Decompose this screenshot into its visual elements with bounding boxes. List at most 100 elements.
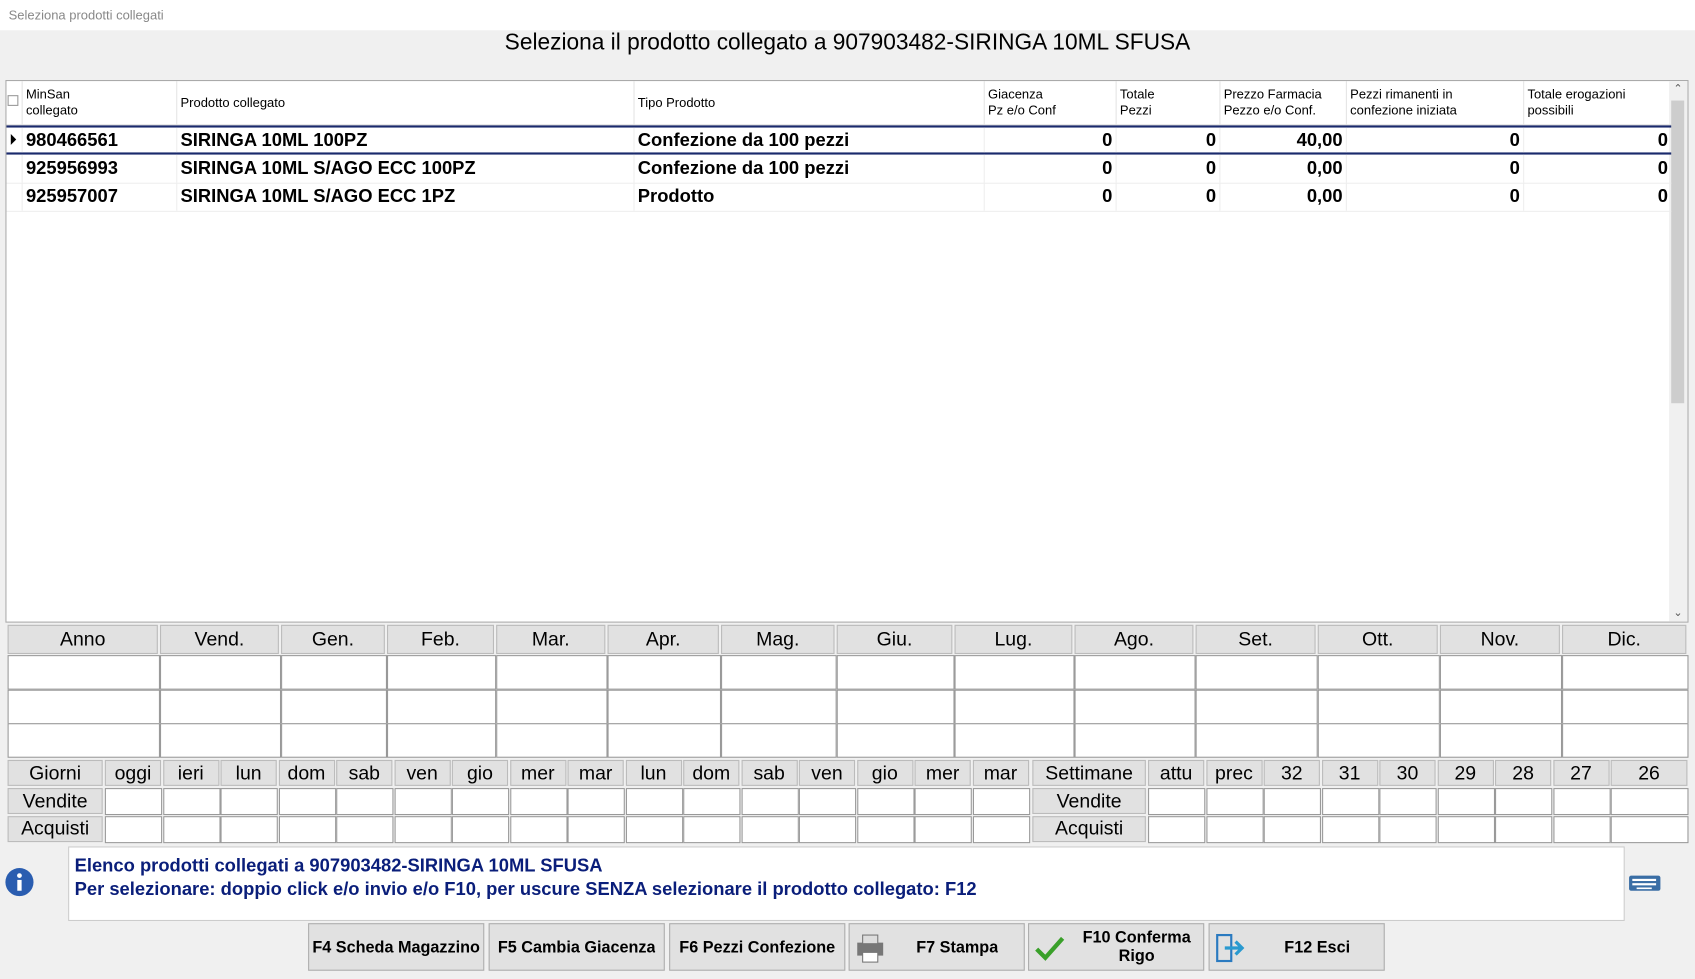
- month-cell: [1439, 655, 1563, 690]
- button-label: F10 Conferma Rigo: [1082, 928, 1191, 966]
- grid-header: ven: [394, 759, 451, 786]
- month-cell: [386, 689, 497, 724]
- grid-header: sab: [336, 759, 393, 786]
- grid-cell: [625, 788, 683, 816]
- grid-header: mer: [509, 759, 566, 786]
- grid-header: 28: [1495, 759, 1552, 786]
- month-cell: [607, 655, 722, 690]
- product-grid[interactable]: ⌃ ⌄ MinSan collegato Prodotto collegato Tip…: [5, 79, 1689, 623]
- function-button[interactable]: F5 Cambia Giacenza: [488, 923, 665, 971]
- column-header[interactable]: Prezzo Farmacia Pezzo e/o Conf.: [1219, 81, 1345, 125]
- month-cell: [1195, 723, 1318, 758]
- header-line: confezione iniziata: [1350, 102, 1457, 118]
- grid-cell: [104, 815, 163, 843]
- scroll-thumb[interactable]: [1671, 100, 1685, 404]
- grid-header: mer: [914, 759, 971, 786]
- keyboard-icon[interactable]: [1628, 873, 1663, 892]
- grid-cell: [1379, 815, 1437, 843]
- expander[interactable]: [7, 95, 19, 106]
- grid-cell: [220, 788, 278, 816]
- scrollbar[interactable]: ⌃ ⌄: [1669, 81, 1688, 622]
- grid-cell: [220, 815, 278, 843]
- function-button[interactable]: F4 Scheda Magazzino: [308, 923, 485, 971]
- table-cell: 0: [1115, 127, 1220, 153]
- grid-cell: [451, 788, 510, 816]
- column-header[interactable]: MinSan collegato: [21, 81, 177, 125]
- grid-header: prec: [1205, 759, 1263, 786]
- grid-header: dom: [683, 759, 740, 786]
- grid-cell: [683, 815, 741, 843]
- function-button[interactable]: F6 Pezzi Confezione: [669, 923, 846, 971]
- monthly-grid: Anno Vend. Gen. Feb. Mar. Apr. Mag. Giu. Lug. Ago…: [0, 624, 1695, 758]
- month-header: Feb.: [386, 624, 495, 655]
- row-pointer: [10, 134, 17, 145]
- message-line: Elenco prodotti collegati a 907903482-SI…: [74, 855, 603, 876]
- column-header[interactable]: Giacenza Pz e/o Conf: [983, 81, 1116, 125]
- grid-cell: [1148, 788, 1206, 816]
- grid-cell: [625, 815, 683, 843]
- row-label: Acquisti: [1032, 815, 1146, 842]
- month-cell: [1317, 655, 1440, 690]
- function-button[interactable]: F10 Conferma Rigo: [1028, 923, 1205, 971]
- month-cell: [281, 723, 387, 758]
- grid-header: attu: [1148, 759, 1205, 786]
- month-header: Set.: [1195, 624, 1316, 655]
- row-label: Vendite: [1032, 788, 1146, 814]
- grid-cell: [856, 815, 914, 843]
- table-row[interactable]: 925957007 SIRINGA 10ML S/AGO ECC 1PZ Prodo…: [6, 183, 1672, 213]
- month-cell: [1562, 655, 1689, 690]
- grid-cell: [856, 788, 914, 816]
- grid-header: mar: [972, 759, 1029, 786]
- header-line: Prodotto collegato: [180, 94, 286, 110]
- grid-cell: [1148, 815, 1206, 843]
- month-cell: [7, 723, 160, 758]
- table-cell: 0: [1345, 127, 1523, 153]
- grid-cell: [278, 788, 336, 816]
- grid-cell: [509, 788, 567, 816]
- column-header[interactable]: Tipo Prodotto: [633, 81, 983, 125]
- grid-header: 29: [1437, 759, 1494, 786]
- grid-header: gio: [856, 759, 913, 786]
- month-cell: [281, 655, 387, 690]
- table-row[interactable]: 980466561 SIRINGA 10ML 100PZ Confezione da…: [6, 125, 1672, 155]
- month-cell: [836, 655, 955, 690]
- table-cell: Confezione da 100 pezzi: [633, 154, 983, 183]
- grid-cell: [741, 815, 799, 843]
- column-header[interactable]: Prodotto collegato: [176, 81, 633, 125]
- month-cell: [1317, 689, 1440, 724]
- scroll-up[interactable]: ⌃: [1673, 83, 1683, 96]
- grid-cell: [336, 788, 394, 816]
- table-cell: 0: [1345, 183, 1523, 212]
- function-button[interactable]: F7 Stampa: [848, 923, 1025, 971]
- table-cell: 0: [983, 183, 1116, 212]
- column-header[interactable]: Pezzi rimanenti in confezione iniziata: [1345, 81, 1523, 125]
- row-label: Acquisti: [7, 815, 103, 842]
- info-icon: [5, 868, 34, 897]
- table-cell: 925956993: [21, 154, 177, 183]
- grid-header: lun: [625, 759, 682, 786]
- header-line: Pezzo e/o Conf.: [1223, 102, 1316, 118]
- grid-header: 26: [1610, 759, 1688, 786]
- grid-cell: [683, 788, 741, 816]
- grid-cell: [1263, 788, 1321, 816]
- scroll-down[interactable]: ⌄: [1673, 607, 1683, 620]
- header-line: collegato: [25, 102, 78, 118]
- column-header[interactable]: Totale erogazioni possibili: [1523, 81, 1671, 125]
- table-cell: SIRINGA 10ML S/AGO ECC 100PZ: [176, 154, 633, 183]
- table-cell: 40,00: [1219, 127, 1345, 153]
- grid-cell: [1552, 815, 1611, 843]
- table-cell: 0: [1523, 127, 1671, 153]
- grid-header: ieri: [162, 759, 219, 786]
- header-line: Giacenza: [988, 86, 1043, 102]
- column-header[interactable]: Totale Pezzi: [1115, 81, 1220, 125]
- table-cell: 0,00: [1219, 183, 1345, 212]
- grid-cell: [1205, 788, 1264, 816]
- function-button[interactable]: F12 Esci: [1208, 923, 1385, 971]
- grid-header: gio: [451, 759, 509, 786]
- grid-cell: [798, 788, 857, 816]
- grid-cell: [394, 815, 452, 843]
- table-row[interactable]: 925956993 SIRINGA 10ML S/AGO ECC 100PZ Con…: [6, 154, 1672, 184]
- button-icon: [1033, 932, 1065, 964]
- month-header: Anno: [7, 624, 158, 655]
- grid-cell: [972, 788, 1030, 816]
